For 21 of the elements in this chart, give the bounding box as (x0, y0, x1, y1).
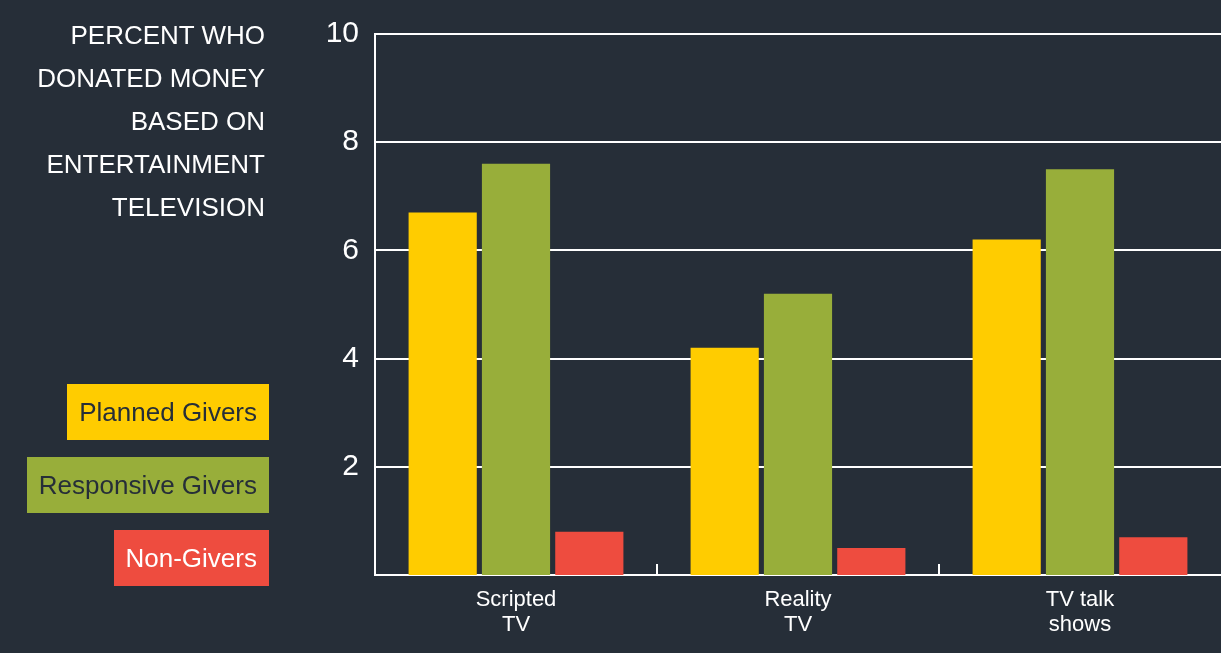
x-tick-label: Reality TV (764, 585, 832, 637)
y-tick-label: 6 (342, 231, 359, 265)
bar (763, 293, 833, 575)
bar (1119, 537, 1188, 575)
bar (1045, 169, 1115, 575)
text: Non-Givers (113, 530, 269, 586)
y-tick-label: 8 (342, 123, 359, 157)
x-tick-label: Scripted TV (475, 585, 557, 637)
y-tick-label: 2 (342, 448, 359, 482)
bar (972, 239, 1041, 575)
x-tick-label: TV talk shows (1045, 585, 1116, 637)
y-tick-label: 4 (342, 339, 359, 373)
bar (837, 547, 906, 575)
bar (481, 163, 551, 575)
bar (408, 212, 477, 575)
y-tick-label: 10 (325, 15, 359, 49)
bar (690, 347, 759, 575)
text: PERCENT WHO DONATED MONEY BASED ON ENTERTAINMENT TELEVISION (36, 19, 265, 224)
text: Planned Givers (67, 384, 269, 440)
text: Responsive Givers (26, 457, 269, 513)
bar (555, 531, 624, 575)
